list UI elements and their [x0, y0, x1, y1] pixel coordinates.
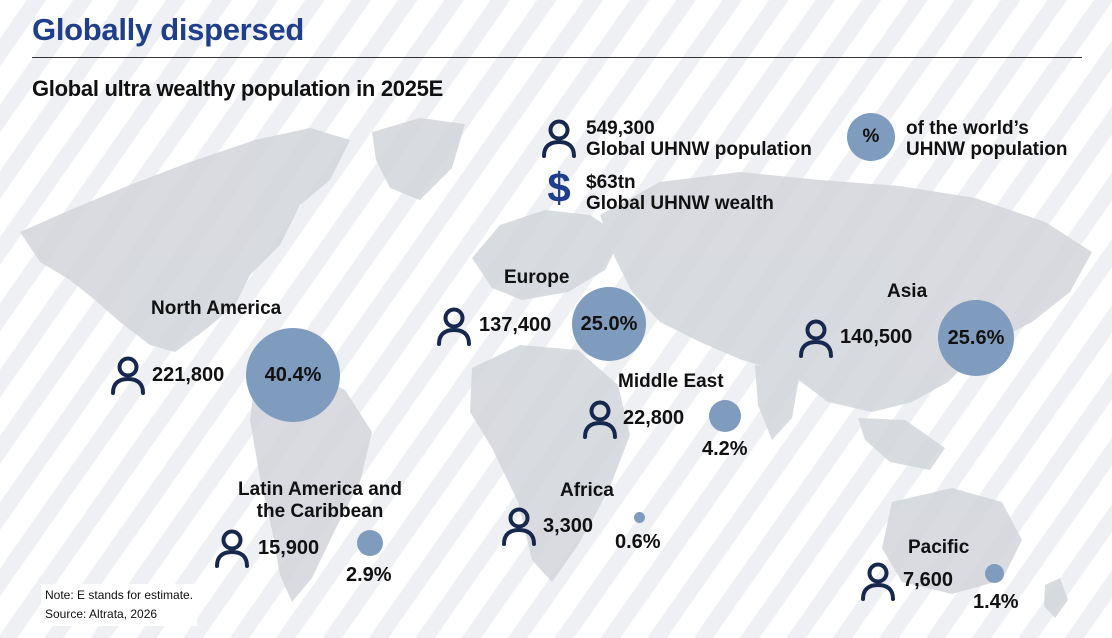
legend-population-label: Global UHNW population	[586, 139, 812, 160]
count-latin-america: 15,900	[258, 537, 320, 559]
pct-africa: 0.6%	[615, 531, 661, 553]
pct-pacific: 1.4%	[973, 591, 1019, 613]
legend-percent-line1: of the world’s	[906, 118, 1029, 139]
title-divider	[32, 57, 1082, 58]
pct-middle-east: 4.2%	[702, 438, 748, 460]
map-north-america	[20, 128, 350, 352]
count-pacific: 7,600	[903, 569, 954, 591]
person-icon	[502, 507, 536, 546]
person-icon	[111, 356, 145, 395]
count-asia: 140,500	[840, 326, 913, 348]
dollar-icon: $	[547, 164, 571, 211]
region-name-latin-america-line2: the Caribbean	[256, 501, 384, 522]
share-circle-africa	[634, 512, 645, 523]
count-middle-east: 22,800	[623, 407, 685, 429]
legend-percent-circle: %	[847, 113, 895, 161]
legend-wealth: $63tn Global UHNW wealth	[586, 172, 774, 214]
note-text: Note: E stands for estimate.	[45, 588, 194, 602]
region-name-north-america: North America	[151, 298, 282, 319]
legend-population: 549,300 Global UHNW population	[586, 118, 812, 160]
region-name-middle-east: Middle East	[618, 371, 724, 392]
share-circle-north-america: 40.4%	[246, 328, 340, 422]
pct-europe: 25.0%	[580, 312, 638, 335]
map-new-zealand	[1044, 578, 1068, 618]
person-icon	[215, 529, 249, 568]
legend-wealth-label: Global UHNW wealth	[586, 193, 774, 214]
person-icon	[542, 119, 576, 158]
map-india	[755, 365, 800, 440]
chart-subtitle: Global ultra wealthy population in 2025E	[32, 76, 443, 101]
share-circle-pacific	[985, 564, 1004, 583]
count-europe: 137,400	[479, 314, 552, 336]
legend-percent-line2: UHNW population	[906, 139, 1068, 160]
map-europe	[472, 210, 622, 300]
region-name-latin-america-line1: Latin America and	[237, 479, 402, 500]
page-title: Globally dispersed	[32, 12, 304, 47]
region-name-latin-america: Latin America and the Caribbean	[234, 479, 406, 523]
pct-north-america: 40.4%	[264, 363, 322, 386]
map-greenland	[372, 118, 465, 200]
map-southeast-asia	[858, 418, 945, 470]
legend-population-value: 549,300	[586, 118, 655, 139]
map-south-america	[250, 368, 372, 602]
legend-wealth-value: $63tn	[586, 172, 636, 193]
source-text: Source: Altrata, 2026	[45, 607, 158, 621]
legend-percent: of the world’s UHNW population	[906, 118, 1067, 160]
region-name-europe: Europe	[504, 267, 570, 288]
pct-asia: 25.6%	[947, 326, 1005, 349]
region-name-africa: Africa	[560, 480, 614, 501]
region-name-pacific: Pacific	[908, 537, 970, 558]
count-north-america: 221,800	[152, 364, 225, 386]
share-circle-latin-america	[357, 530, 383, 556]
footer-note: Note: E stands for estimate. Source: Alt…	[41, 584, 198, 626]
person-icon	[583, 400, 617, 439]
pct-latin-america: 2.9%	[346, 564, 392, 586]
share-circle-middle-east	[709, 400, 741, 432]
map-africa	[470, 345, 630, 582]
person-icon	[437, 307, 471, 346]
share-circle-europe: 25.0%	[572, 287, 646, 361]
person-icon	[799, 319, 833, 358]
share-circle-asia: 25.6%	[938, 300, 1014, 376]
person-icon	[861, 562, 895, 601]
region-name-asia: Asia	[887, 281, 928, 302]
count-africa: 3,300	[543, 515, 594, 537]
